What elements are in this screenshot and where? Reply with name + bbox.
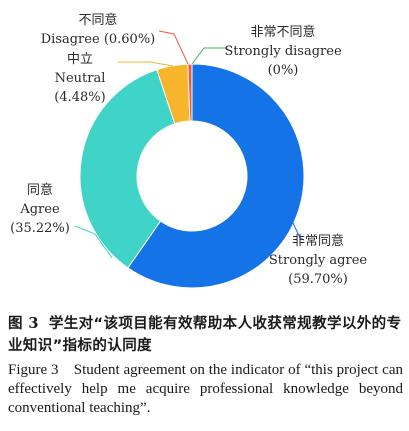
- donut-chart: 非常同意 Strongly agree (59.70%) 同意 Agree (3…: [10, 12, 367, 289]
- caption-english: Figure 3 Student agreement on the indica…: [8, 362, 403, 416]
- label-disagree-en-name: Disagree: [41, 32, 100, 47]
- slice-agree: [79, 69, 176, 269]
- label-disagree-pct: (0.60%): [104, 32, 155, 47]
- label-neutral-en: Neutral: [55, 71, 106, 86]
- leader-disagree: [158, 30, 189, 65]
- label-agree-cn: 同意: [27, 182, 53, 198]
- slice-strongly-agree: [127, 63, 305, 289]
- label-agree-pct: (35.22%): [10, 221, 70, 236]
- label-strongly-disagree-en: Strongly disagree: [224, 44, 342, 59]
- label-strongly-agree-en: Strongly agree: [269, 253, 367, 268]
- caption-chinese: 图 3 学生对“该项目能有效帮助本人收获常规教学以外的专业知识”指标的认同度: [8, 313, 403, 357]
- leader-agree: [74, 225, 113, 259]
- donut-slices: [79, 63, 305, 289]
- leader-strongly-agree: [292, 222, 305, 241]
- label-disagree-cn: 不同意: [78, 12, 117, 28]
- caption-figure-number: 图 3: [8, 315, 39, 332]
- label-neutral-cn: 中立: [67, 52, 93, 67]
- caption-chinese-text: 学生对“该项目能有效帮助本人收获常规教学以外的专业知识”指标的认同度: [8, 316, 402, 354]
- slice-disagree: [187, 63, 193, 122]
- label-agree-en: Agree: [19, 202, 60, 217]
- leader-lines: [74, 30, 305, 259]
- label-neutral-pct: (4.48%): [54, 90, 105, 105]
- label-disagree-en: Disagree (0.60%): [41, 32, 156, 47]
- label-strongly-disagree-cn: 非常不同意: [250, 24, 315, 40]
- label-strongly-disagree-pct: (0%): [268, 63, 299, 78]
- label-strongly-agree-pct: (59.70%): [288, 272, 348, 287]
- label-strongly-agree-cn: 非常同意: [292, 233, 344, 249]
- leader-strongly-disagree: [191, 47, 228, 65]
- leader-neutral: [118, 61, 174, 67]
